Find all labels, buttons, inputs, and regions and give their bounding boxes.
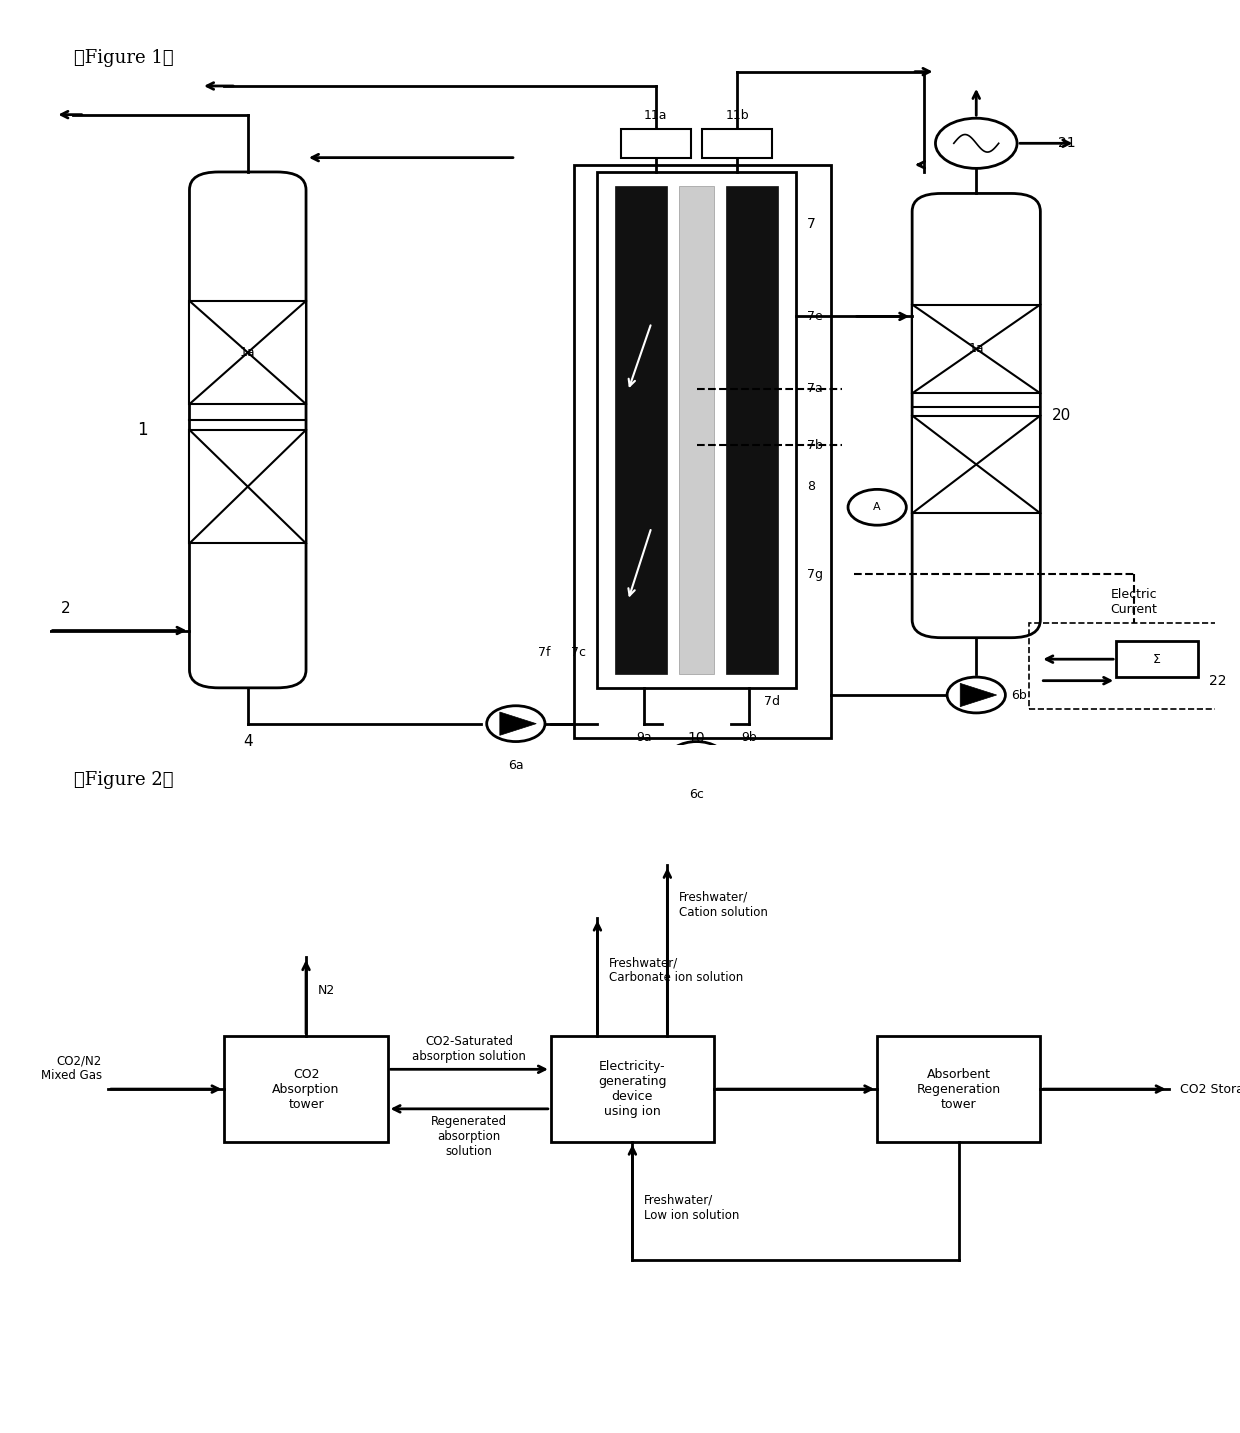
Text: CO2 Storage: CO2 Storage bbox=[1180, 1082, 1240, 1096]
Text: N2: N2 bbox=[317, 983, 335, 997]
Bar bbox=[913, 305, 1040, 394]
Text: 【Figure 2】: 【Figure 2】 bbox=[74, 771, 174, 790]
Polygon shape bbox=[960, 684, 997, 706]
Text: 6c: 6c bbox=[689, 788, 704, 801]
FancyBboxPatch shape bbox=[913, 193, 1040, 638]
Polygon shape bbox=[681, 748, 717, 771]
Circle shape bbox=[667, 742, 725, 778]
Text: 7c: 7c bbox=[570, 645, 585, 659]
Text: 7d: 7d bbox=[764, 695, 780, 708]
Text: CO2-Saturated
absorption solution: CO2-Saturated absorption solution bbox=[412, 1035, 526, 1063]
Text: CO2
Absorption
tower: CO2 Absorption tower bbox=[273, 1068, 340, 1111]
Text: 6a: 6a bbox=[508, 759, 523, 772]
Circle shape bbox=[947, 678, 1006, 714]
Text: Freshwater/
Cation solution: Freshwater/ Cation solution bbox=[680, 890, 768, 919]
Polygon shape bbox=[500, 712, 536, 735]
Text: 9b: 9b bbox=[742, 731, 756, 744]
Bar bbox=[913, 416, 1040, 513]
Text: 7e: 7e bbox=[807, 310, 823, 322]
Text: A: A bbox=[873, 503, 880, 512]
Text: 7: 7 bbox=[807, 216, 816, 231]
FancyBboxPatch shape bbox=[190, 172, 306, 688]
Text: CO2/N2
Mixed Gas: CO2/N2 Mixed Gas bbox=[41, 1055, 102, 1082]
Text: Electric
Current: Electric Current bbox=[1110, 588, 1157, 616]
Text: $\Sigma$: $\Sigma$ bbox=[1152, 652, 1162, 666]
Bar bbox=[678, 186, 714, 674]
Text: 20: 20 bbox=[1052, 408, 1071, 423]
Text: 1: 1 bbox=[138, 421, 148, 438]
Text: Regenerated
absorption
solution: Regenerated absorption solution bbox=[432, 1115, 507, 1158]
Text: 21: 21 bbox=[1058, 136, 1075, 150]
Text: 8: 8 bbox=[807, 480, 815, 493]
Text: 2: 2 bbox=[61, 602, 71, 616]
Bar bbox=[190, 301, 306, 404]
Bar bbox=[877, 1036, 1040, 1142]
Text: 1a: 1a bbox=[239, 345, 255, 360]
Text: Absorbent
Regeneration
tower: Absorbent Regeneration tower bbox=[916, 1068, 1001, 1111]
Text: 22: 22 bbox=[1209, 674, 1226, 688]
Text: Freshwater/
Carbonate ion solution: Freshwater/ Carbonate ion solution bbox=[609, 956, 743, 984]
Circle shape bbox=[935, 118, 1017, 169]
Text: 6b: 6b bbox=[1012, 688, 1027, 702]
Text: 7a: 7a bbox=[807, 383, 823, 396]
Text: 7g: 7g bbox=[807, 567, 823, 580]
Text: 4: 4 bbox=[243, 735, 253, 749]
Bar bbox=[621, 129, 691, 158]
Bar bbox=[1116, 642, 1198, 678]
Text: 7b: 7b bbox=[807, 438, 823, 451]
Bar bbox=[725, 186, 779, 674]
Bar bbox=[702, 129, 773, 158]
Text: 7f: 7f bbox=[538, 645, 551, 659]
Bar bbox=[190, 430, 306, 543]
Circle shape bbox=[487, 706, 546, 742]
Bar bbox=[598, 172, 796, 688]
Text: Freshwater/
Low ion solution: Freshwater/ Low ion solution bbox=[644, 1194, 739, 1222]
Bar bbox=[1029, 623, 1239, 709]
Circle shape bbox=[848, 490, 906, 526]
Text: Electricity-
generating
device
using ion: Electricity- generating device using ion bbox=[598, 1060, 667, 1118]
Text: 【Figure 1】: 【Figure 1】 bbox=[74, 49, 174, 67]
Text: 1a: 1a bbox=[968, 342, 985, 355]
Bar bbox=[574, 165, 831, 738]
Text: 10: 10 bbox=[688, 731, 706, 745]
Text: 11a: 11a bbox=[644, 109, 667, 122]
Bar bbox=[551, 1036, 714, 1142]
Bar bbox=[224, 1036, 388, 1142]
Bar bbox=[615, 186, 667, 674]
Text: 11b: 11b bbox=[725, 109, 749, 122]
Text: 9a: 9a bbox=[636, 731, 652, 744]
